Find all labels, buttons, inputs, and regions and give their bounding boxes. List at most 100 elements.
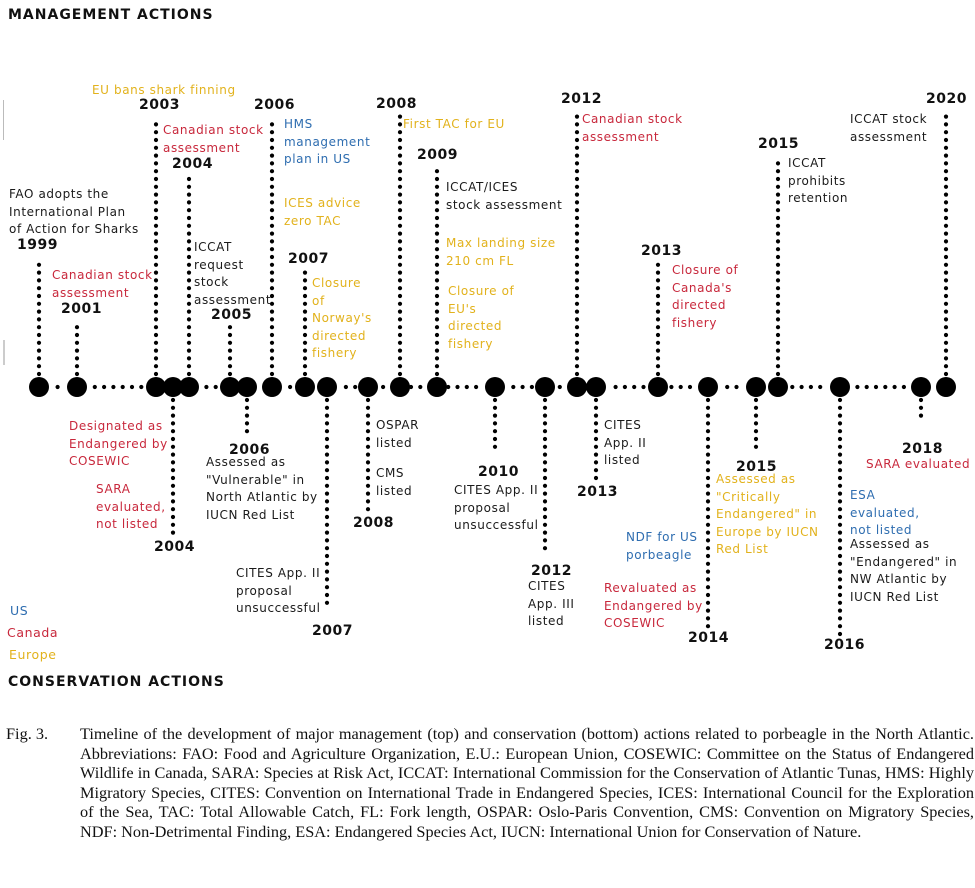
- axis-dot: [799, 384, 804, 390]
- stem-dot: [775, 239, 781, 244]
- stem-dot: [705, 616, 711, 621]
- stem-dot: [153, 176, 159, 182]
- conservation-stem-c2010: [492, 397, 498, 449]
- stem-dot: [365, 507, 371, 512]
- stem-dot: [365, 499, 371, 504]
- stem-dot: [705, 491, 711, 496]
- stem-dot: [186, 247, 192, 252]
- management-year-2008: 2008: [376, 96, 417, 112]
- stem-dot: [269, 161, 275, 166]
- stem-dot: [269, 169, 275, 174]
- stem-dot: [170, 413, 176, 418]
- stem-dot: [170, 522, 176, 527]
- stem-dot: [397, 200, 403, 205]
- stem-dot: [365, 405, 371, 410]
- stem-dot: [397, 231, 403, 236]
- axis-dot: [669, 384, 674, 390]
- stem-dot: [397, 176, 403, 182]
- stem-dot: [186, 200, 192, 205]
- stem-dot: [36, 340, 42, 345]
- stem-dot: [269, 348, 275, 353]
- stem-dot: [492, 421, 498, 426]
- stem-dot: [542, 546, 548, 551]
- stem-dot: [324, 507, 330, 512]
- conservation-stem-c2006: [244, 397, 250, 434]
- event-label-line: listed: [376, 483, 413, 498]
- stem-dot: [943, 293, 949, 299]
- event-label-line: ICCAT/ICES: [446, 180, 519, 194]
- conservation-year-2014: 2014: [688, 630, 729, 646]
- stem-dot: [574, 254, 580, 260]
- conservation-event-label: Assessed as "Endangered" in NW Atlantic by…: [850, 536, 957, 606]
- management-stem-m2012: [574, 114, 580, 377]
- stem-dot: [227, 364, 233, 369]
- conservation-year-2015: 2015: [736, 459, 777, 475]
- event-label-line: unsuccessful: [454, 518, 539, 532]
- event-label-line: Closure: [312, 276, 362, 290]
- stem-dot: [574, 231, 580, 236]
- stem-dot: [186, 223, 192, 228]
- stem-dot: [837, 468, 843, 473]
- stem-dot: [434, 317, 440, 322]
- stem-dot: [397, 371, 403, 377]
- stem-dot: [170, 421, 176, 426]
- stem-dot: [74, 332, 80, 338]
- stem-dot: [153, 270, 159, 275]
- stem-dot: [837, 530, 843, 535]
- axis-dot: [446, 384, 451, 390]
- stem-dot: [153, 278, 159, 283]
- axis-dot: [557, 384, 562, 390]
- stem-dot: [397, 254, 403, 260]
- stem-dot: [324, 522, 330, 527]
- stem-dot: [542, 436, 548, 442]
- management-stem-m2020: [943, 114, 949, 377]
- stem-dot: [775, 262, 781, 267]
- stem-dot: [943, 332, 949, 338]
- stem-dot: [542, 483, 548, 488]
- stem-dot: [153, 364, 159, 369]
- stem-dot: [918, 405, 924, 410]
- stem-dot: [324, 592, 330, 598]
- stem-dot: [574, 239, 580, 244]
- stem-dot: [324, 546, 330, 551]
- stem-dot: [837, 436, 843, 442]
- stem-dot: [269, 223, 275, 228]
- stem-dot: [775, 223, 781, 228]
- stem-dot: [186, 184, 192, 189]
- stem-dot: [397, 114, 403, 119]
- stem-dot: [36, 317, 42, 322]
- stem-dot: [574, 215, 580, 221]
- stem-dot: [837, 600, 843, 605]
- stem-dot: [434, 208, 440, 213]
- management-year-2013: 2013: [641, 243, 682, 259]
- event-label-line: assessment: [52, 285, 130, 300]
- management-event-label: ICCAT prohibits retention: [788, 155, 848, 208]
- stem-dot: [574, 317, 580, 322]
- stem-dot: [542, 507, 548, 512]
- stem-dot: [775, 371, 781, 377]
- stem-dot: [705, 530, 711, 535]
- stem-dot: [153, 169, 159, 174]
- event-label-line: assessment: [850, 129, 928, 144]
- stem-dot: [269, 254, 275, 260]
- stem-dot: [943, 161, 949, 166]
- stem-dot: [574, 348, 580, 353]
- event-label-line: SARA: [96, 482, 131, 496]
- stem-dot: [837, 507, 843, 512]
- stem-dot: [397, 122, 403, 127]
- stem-dot: [705, 507, 711, 512]
- event-label-line: ICCAT stock: [850, 112, 928, 126]
- stem-dot: [153, 130, 159, 135]
- conservation-stem-c2014: [705, 397, 711, 629]
- stem-dot: [186, 286, 192, 291]
- stem-dot: [655, 356, 661, 361]
- event-label-line: Norway's: [312, 311, 372, 325]
- conservation-event-label: ESA evaluated, not listed: [850, 487, 920, 540]
- stem-dot: [244, 421, 250, 426]
- stem-dot: [593, 421, 599, 426]
- event-label-line: stock: [194, 275, 229, 289]
- event-label-line: "Endangered" in: [850, 554, 958, 569]
- conservation-year-2016: 2016: [824, 637, 865, 653]
- stem-dot: [365, 468, 371, 473]
- timeline-node: [746, 377, 766, 397]
